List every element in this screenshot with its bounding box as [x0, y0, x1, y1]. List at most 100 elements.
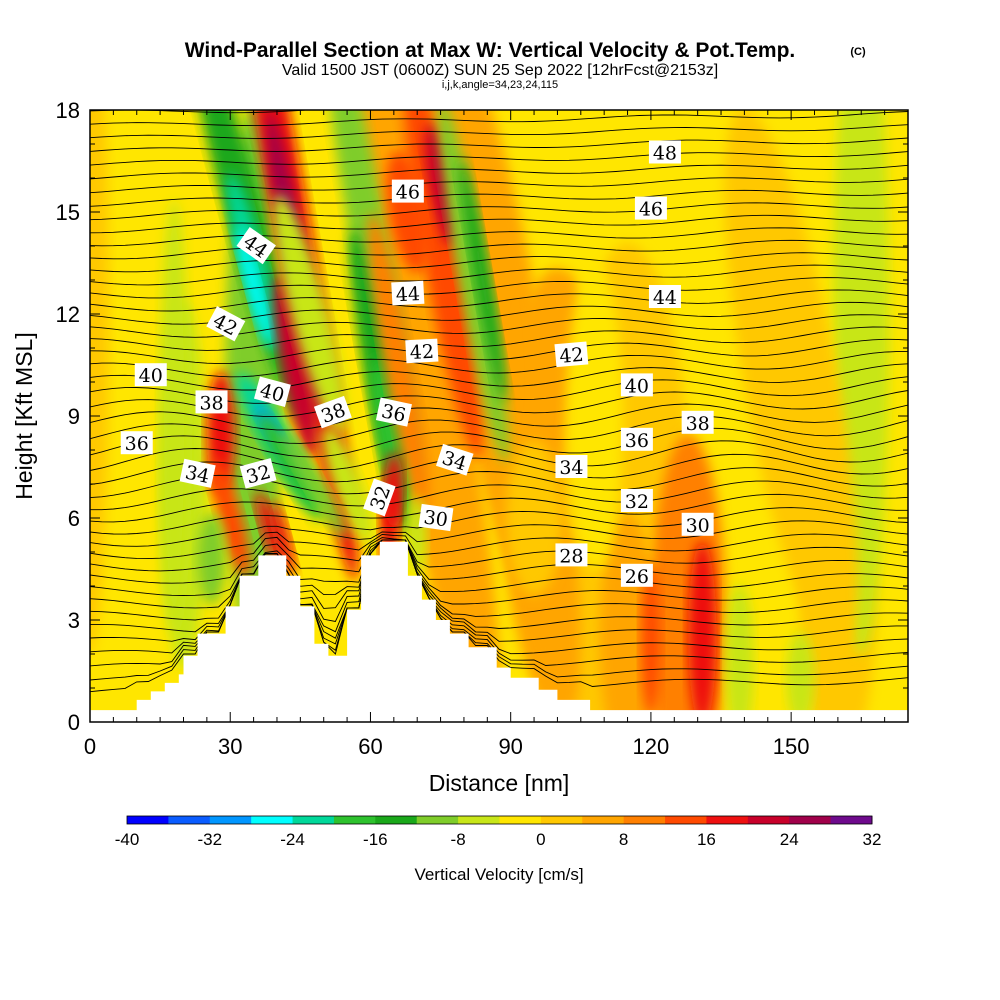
contour-label: 40: [620, 373, 653, 397]
isentrope-line: [90, 539, 908, 609]
colorbar-tick-label: 16: [697, 830, 716, 849]
chart-title: Wind-Parallel Section at Max W: Vertical…: [185, 39, 796, 62]
isentrope-line: [90, 151, 908, 166]
contour-label: 34: [555, 455, 588, 479]
isentrope-line: [90, 363, 908, 391]
velocity-cell: [160, 199, 189, 633]
contour-label-box: [555, 455, 588, 478]
contour-label-text: 42: [409, 341, 434, 364]
contour-label-text: 40: [625, 375, 649, 397]
isentrope-line: [90, 351, 908, 378]
velocity-cell: [438, 110, 509, 463]
contour-label-text: 36: [380, 400, 408, 427]
colorbar-swatch: [209, 816, 252, 824]
contour-label-text: 36: [125, 433, 149, 455]
y-tick-label: 3: [68, 608, 80, 633]
isentrope-line: [90, 480, 908, 511]
isentrope-line: [90, 453, 908, 485]
colorbar-swatch: [665, 816, 707, 824]
contour-label-text: 46: [639, 199, 663, 221]
contour-label: 28: [555, 543, 588, 567]
colorbar-tick-label: -24: [280, 830, 305, 849]
colorbar: -40 -32 -24 -16 -8 0 8 16 24 32: [115, 815, 881, 849]
colorbar-frame: [126, 815, 873, 825]
colorbar-swatch: [127, 816, 169, 824]
velocity-cell: [725, 583, 754, 722]
y-tick-label: 15: [56, 200, 80, 225]
contour-label: 44: [391, 280, 425, 306]
contour-label-box: [554, 341, 589, 368]
contour-label-box: [681, 512, 714, 536]
isentrope-line: [90, 536, 908, 572]
isentrope-line: [90, 427, 908, 458]
isentrope-line: [90, 289, 908, 312]
contour-label-box: [375, 397, 412, 427]
contour-label-box: [634, 196, 667, 220]
colorbar-swatch: [623, 816, 666, 824]
contour-label-box: [363, 478, 396, 517]
contour-label-text: 26: [625, 566, 649, 588]
contour-label-text: 46: [396, 182, 420, 204]
contour-label-box: [313, 395, 352, 429]
velocity-cell: [424, 123, 457, 246]
contour-label-box: [206, 306, 246, 342]
copyright-mark: (C): [850, 46, 866, 58]
isentrope-line: [90, 338, 908, 365]
velocity-cell: [269, 501, 295, 576]
colorbar-swatch: [747, 816, 790, 824]
contour-label: 30: [681, 512, 714, 537]
contour-label: 46: [391, 179, 424, 204]
contour-label-text: 38: [199, 392, 223, 414]
isentrope-line: [90, 110, 313, 114]
colorbar-swatch: [251, 816, 294, 824]
velocity-cell: [210, 458, 250, 578]
isentrope-line: [90, 264, 908, 286]
contour-label-text: 42: [559, 344, 585, 368]
isentrope-line: [90, 189, 908, 207]
isentrope-line: [90, 403, 908, 431]
contour-label: 32: [363, 478, 396, 517]
colorbar-swatch: [292, 816, 335, 824]
x-tick-label: 0: [84, 734, 96, 759]
contour-label-text: 48: [653, 143, 677, 165]
colorbar-swatch: [789, 816, 832, 824]
contour-label: 38: [681, 410, 714, 435]
contour-label: 34: [179, 458, 216, 488]
contour-label-box: [555, 543, 588, 567]
colorbar-swatch: [333, 816, 376, 824]
contour-label: 26: [620, 563, 653, 588]
contour-label-text: 28: [559, 545, 583, 567]
isentrope-line: [90, 277, 908, 299]
velocity-cell: [274, 273, 317, 457]
contour-label-text: 44: [653, 287, 677, 309]
y-tick-label: 0: [68, 710, 80, 735]
velocity-cell: [272, 194, 347, 434]
x-tick-label: 90: [498, 734, 522, 759]
colorbar-swatch: [375, 816, 418, 824]
colorbar-tick-label: -8: [451, 830, 466, 849]
velocity-cell: [258, 413, 324, 521]
colorbar-tick-label: -16: [363, 830, 388, 849]
contour-label-text: 44: [395, 283, 420, 306]
isentrope-line: [90, 227, 908, 247]
colorbar-swatch: [830, 816, 873, 824]
velocity-cell: [506, 440, 563, 596]
contour-label: 30: [418, 503, 454, 532]
colorbar-tick-label: 0: [536, 830, 545, 849]
contour-label: 42: [405, 338, 439, 364]
contour-label-text: 34: [559, 457, 583, 479]
contour-label-box: [391, 280, 425, 306]
isentrope-line: [90, 326, 908, 351]
contour-label-box: [648, 140, 681, 164]
contour-label: 38: [313, 395, 352, 429]
colorbar-swatch: [416, 816, 459, 824]
contour-label-text: 30: [422, 506, 449, 531]
velocity-cell: [197, 512, 226, 606]
contour-label: 36: [120, 431, 153, 455]
terrain-mask: [90, 541, 908, 722]
contour-label: 36: [620, 427, 653, 452]
contour-label-text: 40: [139, 365, 163, 387]
velocity-cell: [236, 227, 271, 347]
